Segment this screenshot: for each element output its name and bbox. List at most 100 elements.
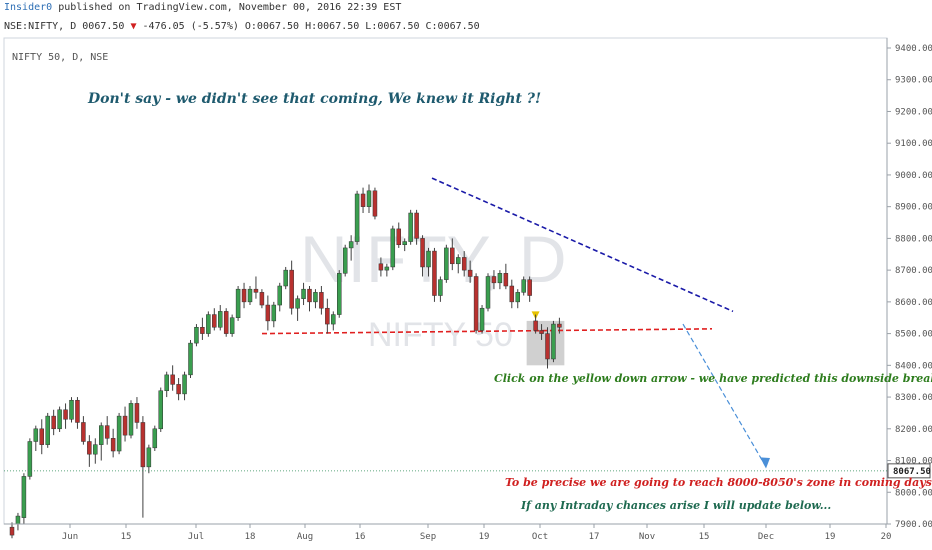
candle[interactable] (134, 397, 140, 429)
support-trendline[interactable] (261, 328, 713, 335)
candle[interactable] (521, 276, 526, 296)
candle[interactable] (342, 244, 348, 277)
candle[interactable] (170, 365, 175, 391)
author-link[interactable]: Insider0 (4, 2, 53, 13)
candle[interactable] (176, 378, 181, 401)
candle[interactable] (87, 435, 92, 467)
candle[interactable] (372, 187, 378, 220)
candle[interactable] (295, 295, 300, 321)
candle[interactable] (241, 282, 247, 309)
candle[interactable] (140, 416, 146, 518)
candle[interactable] (503, 263, 509, 290)
candle[interactable] (9, 522, 15, 539)
candle[interactable] (235, 286, 241, 321)
candle[interactable] (104, 416, 110, 445)
candle[interactable] (182, 371, 187, 401)
candle[interactable] (354, 190, 360, 245)
candle[interactable] (283, 266, 288, 290)
candle[interactable] (128, 400, 134, 439)
candle[interactable] (432, 247, 437, 302)
candle[interactable] (146, 444, 152, 474)
candle[interactable] (444, 244, 449, 283)
candle[interactable] (319, 286, 324, 315)
candle[interactable] (39, 419, 44, 455)
candle[interactable] (325, 298, 330, 334)
candle[interactable] (473, 273, 479, 334)
candle[interactable] (33, 425, 39, 452)
candle[interactable] (348, 235, 354, 261)
candle[interactable] (420, 235, 425, 277)
candle[interactable] (414, 209, 419, 245)
candle[interactable] (93, 438, 98, 464)
candle[interactable] (45, 412, 50, 448)
candle[interactable] (152, 425, 158, 452)
candle[interactable] (212, 308, 217, 331)
candle[interactable] (116, 412, 122, 455)
candle[interactable] (158, 387, 163, 432)
candle[interactable] (63, 403, 68, 429)
candle[interactable] (110, 428, 116, 458)
candle[interactable] (533, 314, 538, 334)
candle[interactable] (497, 270, 503, 290)
candle[interactable] (194, 324, 199, 347)
candle[interactable] (271, 301, 277, 328)
candle[interactable] (402, 238, 407, 252)
resistance-trendline[interactable] (431, 177, 734, 313)
candle[interactable] (485, 273, 491, 312)
candle[interactable] (27, 438, 33, 480)
candle[interactable] (229, 314, 235, 337)
candle[interactable] (200, 317, 205, 340)
candle[interactable] (491, 270, 497, 290)
candle[interactable] (265, 295, 271, 331)
candle[interactable] (301, 282, 306, 306)
candle[interactable] (69, 397, 74, 423)
candle[interactable] (539, 324, 544, 340)
candle[interactable] (206, 311, 211, 337)
candle[interactable] (75, 397, 80, 429)
candle[interactable] (408, 209, 413, 245)
candle-body (432, 250, 437, 296)
candle[interactable] (218, 305, 223, 331)
candle[interactable] (51, 409, 56, 436)
candle[interactable] (527, 276, 532, 302)
candle[interactable] (164, 371, 169, 398)
candle[interactable] (307, 286, 312, 312)
candle[interactable] (515, 289, 520, 309)
ohlc-values: O:0067.50 H:0067.50 L:0067.50 C:0067.50 (244, 21, 480, 32)
candle[interactable] (313, 289, 318, 309)
candle[interactable] (247, 286, 253, 306)
candle[interactable] (331, 311, 336, 331)
projection-arrow-line[interactable] (682, 323, 767, 468)
candle[interactable] (396, 222, 401, 248)
candle[interactable] (337, 270, 342, 318)
candle[interactable] (259, 289, 265, 309)
candle[interactable] (188, 339, 193, 379)
candle[interactable] (456, 254, 461, 274)
candle[interactable] (99, 422, 104, 461)
candle[interactable] (438, 276, 443, 302)
candle[interactable] (384, 263, 390, 277)
candle[interactable] (551, 320, 556, 363)
candle[interactable] (545, 327, 550, 369)
candle[interactable] (479, 305, 485, 334)
candle[interactable] (360, 187, 366, 214)
candle[interactable] (467, 260, 473, 283)
candle[interactable] (122, 406, 128, 442)
candle[interactable] (509, 279, 515, 309)
candle[interactable] (366, 184, 372, 214)
candle[interactable] (277, 282, 282, 312)
candle[interactable] (557, 317, 562, 334)
candle[interactable] (21, 473, 27, 524)
candle[interactable] (223, 308, 229, 337)
candle[interactable] (450, 238, 455, 271)
candle[interactable] (289, 260, 294, 315)
candle[interactable] (390, 225, 396, 271)
candle[interactable] (81, 416, 86, 445)
candle[interactable] (426, 247, 431, 277)
candle[interactable] (461, 251, 467, 277)
candle[interactable] (253, 276, 259, 299)
candle[interactable] (378, 257, 384, 277)
candle[interactable] (57, 406, 62, 432)
